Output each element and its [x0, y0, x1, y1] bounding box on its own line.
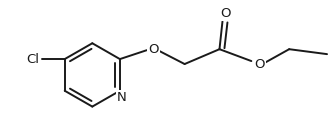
Text: O: O [148, 43, 159, 56]
Text: O: O [254, 57, 265, 70]
Text: Cl: Cl [26, 53, 39, 66]
Text: O: O [220, 7, 231, 20]
Text: N: N [117, 91, 127, 104]
